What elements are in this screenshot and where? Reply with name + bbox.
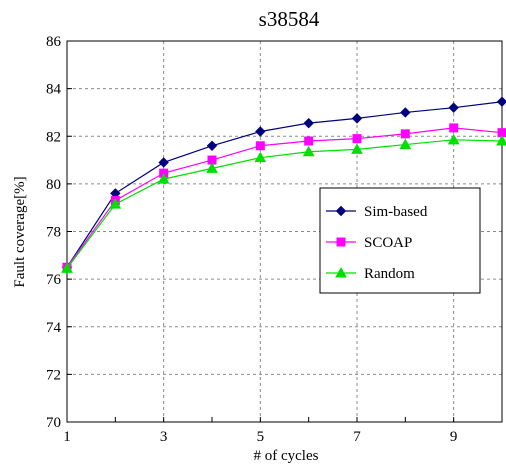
y-tick-label: 76	[46, 272, 62, 288]
data-point-sim-based	[256, 127, 265, 136]
y-tick-label: 78	[46, 225, 61, 241]
y-tick-label: 72	[46, 367, 61, 383]
x-tick-label: 9	[450, 429, 458, 445]
y-tick-label: 82	[46, 129, 61, 145]
y-tick-label: 80	[46, 177, 61, 193]
chart-title: s38584	[259, 7, 320, 31]
data-point-sim-based	[353, 114, 362, 123]
x-tick-label: 5	[257, 429, 265, 445]
y-tick-label: 86	[46, 34, 62, 50]
data-point-scoap	[305, 137, 313, 145]
legend-marker-scoap	[337, 238, 345, 246]
legend-label-sim-based: Sim-based	[364, 204, 428, 220]
data-point-sim-based	[401, 108, 410, 117]
data-point-sim-based	[304, 119, 313, 128]
x-tick-label: 1	[63, 429, 71, 445]
data-point-sim-based	[208, 141, 217, 150]
legend-label-scoap: SCOAP	[364, 235, 412, 251]
y-tick-label: 84	[46, 82, 62, 98]
legend-label-random: Random	[364, 266, 415, 282]
data-point-sim-based	[159, 158, 168, 167]
y-tick-label: 74	[46, 320, 62, 336]
data-point-sim-based	[449, 103, 458, 112]
data-point-scoap	[401, 130, 409, 138]
data-point-scoap	[353, 135, 361, 143]
x-axis-label: # of cycles	[254, 448, 319, 464]
x-tick-label: 3	[160, 429, 168, 445]
y-tick-label: 70	[46, 415, 61, 431]
legend: Sim-based SCOAP Random	[320, 188, 480, 293]
x-tick-label: 7	[353, 429, 361, 445]
data-point-scoap	[450, 124, 458, 132]
y-axis-label: Fault coverage[%]	[12, 176, 28, 287]
data-point-scoap	[256, 142, 264, 150]
data-point-sim-based	[498, 97, 506, 106]
